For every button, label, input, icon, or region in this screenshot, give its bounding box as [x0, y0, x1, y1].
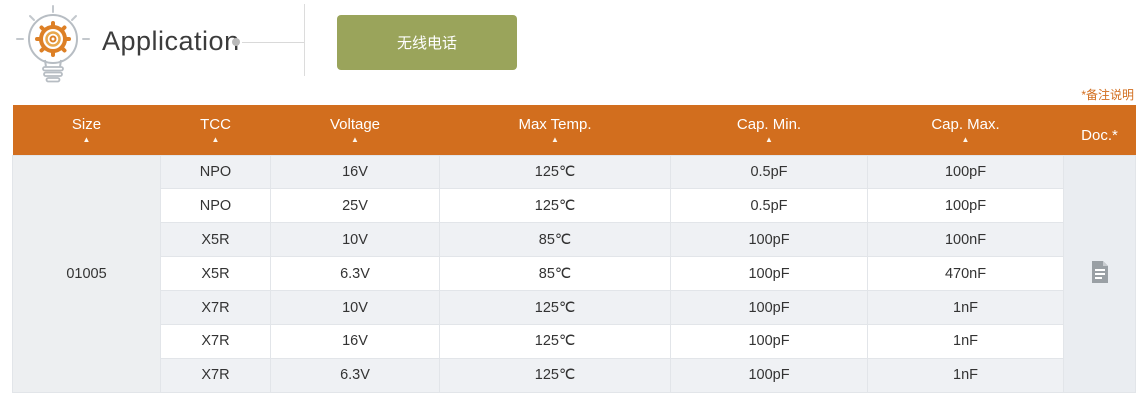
column-header-doc: Doc.* — [1063, 105, 1136, 155]
column-header-label: Doc.* — [1081, 126, 1118, 144]
lightbulb-gear-icon — [12, 4, 94, 88]
cap-max-cell: 470nF — [867, 256, 1064, 292]
voltage-cell: 6.3V — [270, 256, 440, 292]
voltage-cell: 10V — [270, 222, 440, 258]
table-row: X7R 16V 125℃ 100pF 1nF — [13, 323, 1136, 359]
cap-max-cell: 100pF — [867, 154, 1064, 190]
sort-ascending-caret-icon: ▲ — [765, 134, 773, 144]
sort-ascending-caret-icon: ▲ — [351, 134, 359, 144]
tcc-cell: X5R — [160, 256, 271, 292]
cap-min-cell: 100pF — [670, 222, 868, 258]
connector-line — [242, 41, 304, 43]
document-icon[interactable] — [1088, 258, 1112, 289]
max-temp-cell: 125℃ — [439, 357, 671, 393]
column-header-cap-min[interactable]: Cap. Min. ▲ — [670, 105, 868, 155]
vertical-divider — [304, 4, 305, 76]
table-row: X7R 6.3V 125℃ 100pF 1nF — [13, 357, 1136, 393]
column-header-label: Cap. Min. — [736, 115, 802, 133]
size-cell: 01005 — [12, 154, 161, 393]
sort-ascending-caret-icon: ▲ — [961, 134, 970, 144]
column-header-cap-max[interactable]: Cap. Max. ▲ — [867, 105, 1064, 155]
column-header-tcc[interactable]: TCC ▲ — [160, 105, 271, 155]
column-header-label: Voltage — [329, 115, 381, 133]
cap-min-cell: 100pF — [670, 323, 868, 359]
voltage-cell: 16V — [270, 154, 440, 190]
table-row: NPO 25V 125℃ 0.5pF 100pF — [13, 188, 1136, 224]
table-row: X7R 10V 125℃ 100pF 1nF — [13, 290, 1136, 325]
max-temp-cell: 125℃ — [439, 188, 671, 224]
voltage-cell: 25V — [270, 188, 440, 224]
cap-max-cell: 100nF — [867, 222, 1064, 258]
column-header-label: Size — [71, 115, 102, 133]
tcc-cell: NPO — [160, 154, 271, 190]
page-title: Application — [102, 26, 240, 56]
max-temp-cell: 125℃ — [439, 323, 671, 359]
column-header-voltage[interactable]: Voltage ▲ — [270, 105, 440, 155]
tcc-cell: NPO — [160, 188, 271, 224]
doc-cell — [1063, 154, 1136, 393]
cap-max-cell: 1nF — [867, 323, 1064, 359]
cap-max-cell: 1nF — [867, 357, 1064, 393]
column-header-label: Max Temp. — [518, 115, 592, 133]
max-temp-cell: 125℃ — [439, 290, 671, 325]
capacitor-table: Size ▲ TCC ▲ Voltage ▲ Max Temp. ▲ Cap. Min. ▲ Cap… — [12, 105, 1136, 393]
remarks-note-link[interactable]: *备注说明 — [1081, 88, 1134, 102]
column-header-label: Cap. Max. — [931, 115, 1000, 133]
voltage-cell: 16V — [270, 323, 440, 359]
cap-min-cell: 100pF — [670, 256, 868, 292]
cap-min-cell: 100pF — [670, 357, 868, 393]
voltage-cell: 10V — [270, 290, 440, 325]
sort-ascending-caret-icon: ▲ — [211, 134, 220, 144]
cap-min-cell: 100pF — [670, 290, 868, 325]
cap-max-cell: 100pF — [867, 188, 1064, 224]
page-header: Application 无线电话 *备注说明 — [0, 0, 1143, 105]
sort-ascending-caret-icon: ▲ — [82, 134, 91, 144]
voltage-cell: 6.3V — [270, 357, 440, 393]
cap-min-cell: 0.5pF — [670, 154, 868, 190]
table-row: X5R 10V 85℃ 100pF 100nF — [13, 222, 1136, 258]
max-temp-cell: 85℃ — [439, 222, 671, 258]
connector-dot — [232, 38, 240, 46]
column-header-label: TCC — [200, 115, 231, 133]
table-header: Size ▲ TCC ▲ Voltage ▲ Max Temp. ▲ Cap. Min. ▲ Cap… — [12, 105, 1136, 155]
max-temp-cell: 85℃ — [439, 256, 671, 292]
cap-max-cell: 1nF — [867, 290, 1064, 325]
tcc-cell: X7R — [160, 290, 271, 325]
tcc-cell: X5R — [160, 222, 271, 258]
max-temp-cell: 125℃ — [439, 154, 671, 190]
table-row: 01005 NPO 16V 125℃ 0.5pF 100pF — [12, 154, 1136, 393]
cap-min-cell: 0.5pF — [670, 188, 868, 224]
sort-ascending-caret-icon: ▲ — [551, 134, 559, 144]
column-header-max-temp[interactable]: Max Temp. ▲ — [439, 105, 671, 155]
table-body: 01005 NPO 16V 125℃ 0.5pF 100pF NPO 25V 125℃ 0.5pF… — [12, 154, 1136, 393]
application-filter-button[interactable]: 无线电话 — [337, 15, 517, 70]
tcc-cell: X7R — [160, 323, 271, 359]
tcc-cell: X7R — [160, 357, 271, 393]
table-row: X5R 6.3V 85℃ 100pF 470nF — [13, 256, 1136, 292]
column-header-size[interactable]: Size ▲ — [12, 105, 161, 155]
